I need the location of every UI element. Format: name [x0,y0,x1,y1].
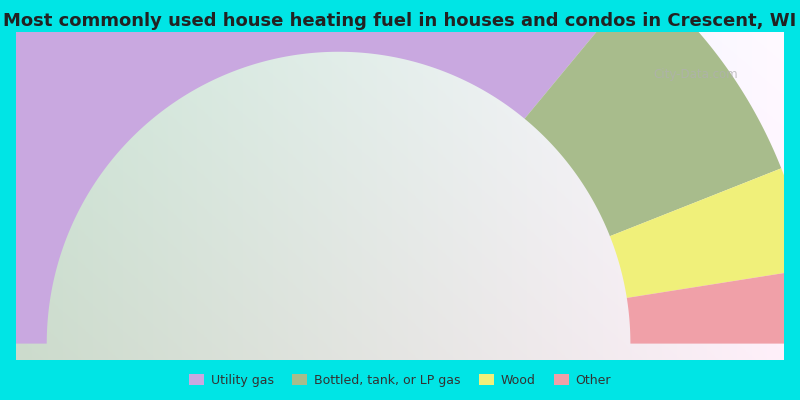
Polygon shape [610,168,800,298]
Text: Most commonly used house heating fuel in houses and condos in Crescent, WI: Most commonly used house heating fuel in… [3,12,797,30]
Polygon shape [627,269,800,344]
Legend: Utility gas, Bottled, tank, or LP gas, Wood, Other: Utility gas, Bottled, tank, or LP gas, W… [185,369,615,392]
Text: City-Data.com: City-Data.com [654,68,738,81]
Polygon shape [525,0,782,236]
Polygon shape [0,0,642,344]
